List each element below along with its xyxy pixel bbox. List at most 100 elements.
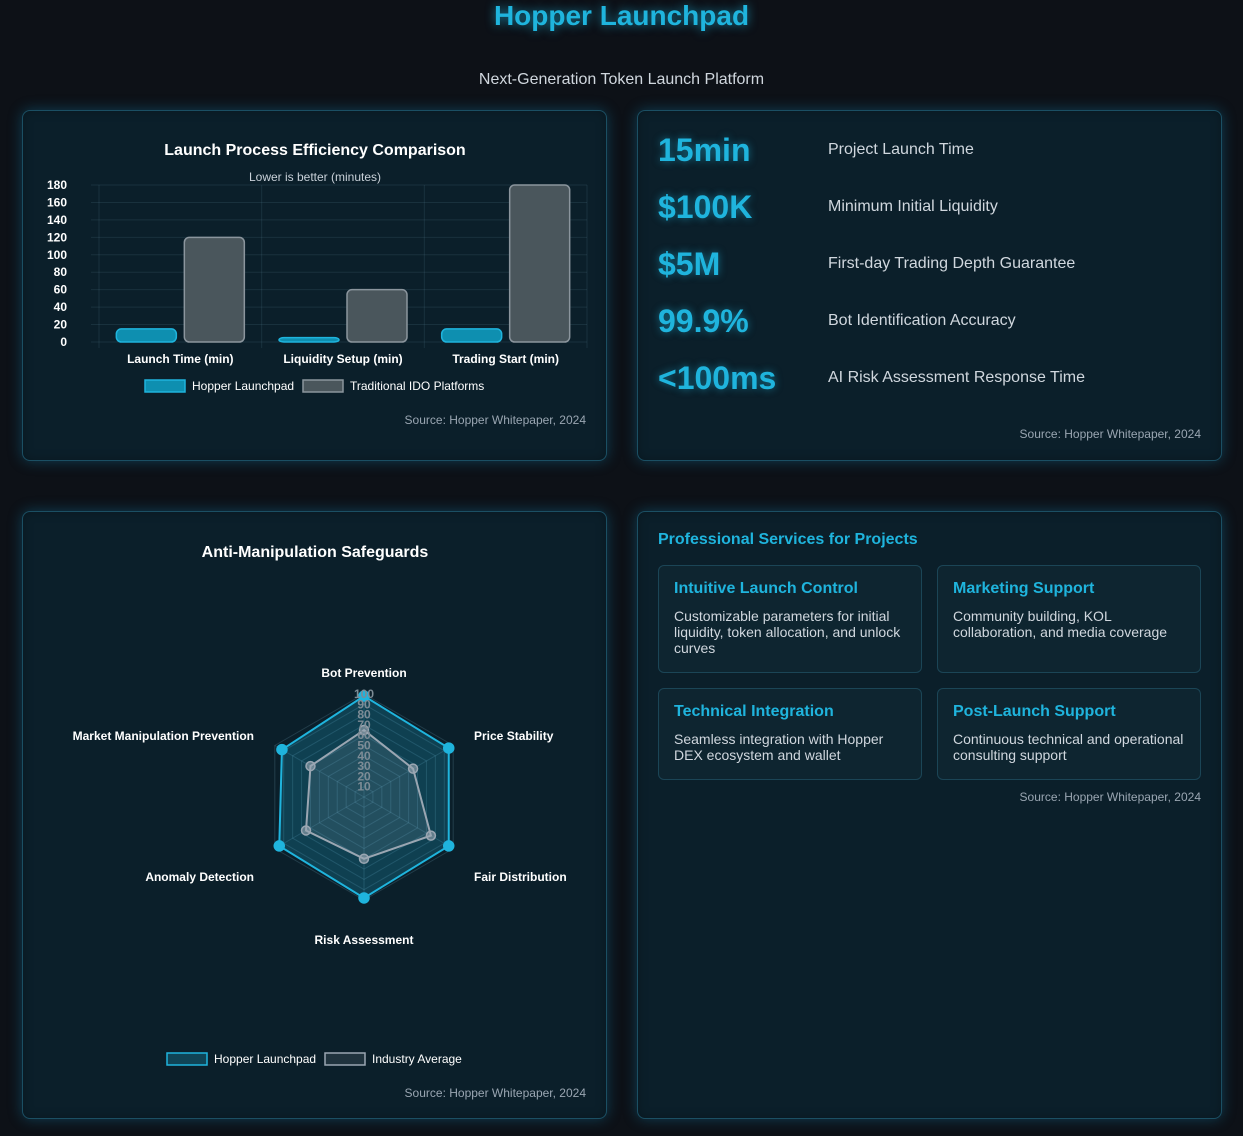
radar-axis-label: Bot Prevention	[321, 666, 406, 680]
bar-hopper	[440, 328, 503, 343]
radar-point	[305, 760, 316, 772]
bar-chart-title: Launch Process Efficiency Comparison	[164, 142, 465, 159]
radar-spoke	[274, 745, 365, 798]
radar-point	[358, 724, 370, 736]
radar-point	[442, 840, 455, 852]
radar-axis-label: Anomaly Detection	[145, 870, 254, 884]
radar-tick-label: 10	[357, 780, 371, 794]
y-tick-label: 160	[47, 195, 67, 209]
y-tick-label: 60	[54, 283, 68, 297]
service-title: Post-Launch Support	[953, 703, 1116, 720]
stat-label: Project Launch Time	[828, 141, 974, 158]
stat-value: 15min	[658, 132, 751, 168]
x-tick-label: Launch Time (min)	[127, 352, 233, 366]
radar-point	[442, 742, 455, 754]
y-tick-label: 120	[47, 230, 67, 244]
radar-point	[273, 840, 286, 852]
radar-tick-label: 40	[357, 749, 371, 763]
bar-hopper	[115, 328, 178, 343]
service-title: Technical Integration	[674, 703, 834, 720]
page-subtitle: Next-Generation Token Launch Platform	[478, 71, 765, 88]
service-description: Seamless integration with Hopper DEX eco…	[674, 731, 884, 763]
service-title: Marketing Support	[953, 580, 1095, 597]
stat-value: 99.9%	[658, 303, 749, 339]
radar-tick-label: 90	[357, 697, 371, 711]
radar-point	[358, 892, 370, 904]
stat-label: AI Risk Assessment Response Time	[828, 369, 1085, 386]
efficiency-bar-chart: Launch Process Efficiency Comparison Lowe…	[47, 142, 588, 393]
legend-swatch	[144, 379, 186, 393]
service-card-marketing: Marketing Support Community building, KO…	[937, 565, 1201, 673]
service-description: Customizable parameters for initial liqu…	[674, 608, 901, 656]
legend-label: Industry Average	[372, 1052, 462, 1066]
stat-label: Bot Identification Accuracy	[828, 312, 1016, 329]
stat-row: 15min Project Launch Time	[658, 130, 1203, 170]
key-stats-card: 15min Project Launch Time $100K Minimum …	[637, 110, 1222, 461]
radar-grid-ring	[345, 775, 383, 819]
stat-label: First-day Trading Depth Guarantee	[828, 255, 1076, 272]
service-description: Community building, KOL collaboration, a…	[953, 608, 1168, 640]
y-tick-label: 20	[54, 318, 68, 332]
radar-chart-title: Anti-Manipulation Safeguards	[202, 544, 429, 561]
services-heading: Professional Services for Projects	[658, 531, 918, 548]
page-title: Hopper Launchpad	[493, 0, 750, 31]
stat-row: $5M First-day Trading Depth Guarantee	[658, 244, 1203, 284]
y-tick-label: 180	[47, 178, 67, 192]
efficiency-chart-card: Launch Process Efficiency Comparison Lowe…	[22, 110, 607, 461]
radar-axis-label: Fair Distribution	[474, 870, 567, 884]
radar-grid-ring	[292, 714, 436, 880]
y-tick-label: 100	[47, 248, 67, 262]
bar-traditional	[346, 288, 408, 343]
legend-swatch	[324, 1052, 366, 1066]
y-tick-label: 140	[47, 213, 67, 227]
radar-grid-ring	[327, 755, 401, 839]
bar-hopper	[278, 336, 340, 343]
radar-grid-ring	[301, 724, 427, 870]
radar-axis-label: Risk Assessment	[315, 933, 414, 947]
stat-row: <100ms AI Risk Assessment Response Time	[658, 358, 1203, 398]
x-tick-label: Trading Start (min)	[452, 352, 559, 366]
bar-chart-source: Source: Hopper Whitepaper, 2024	[404, 413, 586, 427]
stat-row: $100K Minimum Initial Liquidity	[658, 187, 1203, 227]
legend-label: Traditional IDO Platforms	[350, 379, 484, 393]
stat-value: <100ms	[658, 360, 777, 396]
legend-swatch	[166, 1052, 208, 1066]
radar-tick-label: 20	[357, 769, 371, 783]
safeguards-chart-card: Anti-Manipulation Safeguards 10 20 30 40 50 60…	[22, 511, 607, 1119]
stat-label: Minimum Initial Liquidity	[828, 198, 998, 215]
radar-tick-label: 80	[357, 708, 371, 722]
radar-grid-ring	[354, 786, 374, 808]
legend-label: Hopper Launchpad	[192, 379, 294, 393]
service-description: Continuous technical and operational con…	[953, 731, 1184, 763]
radar-chart-source: Source: Hopper Whitepaper, 2024	[404, 1086, 586, 1100]
legend-swatch	[302, 379, 344, 393]
radar-tick-label: 60	[357, 728, 371, 742]
bar-traditional	[508, 184, 571, 343]
radar-tick-label: 30	[357, 759, 371, 773]
stat-value: $5M	[658, 246, 721, 282]
legend-label: Hopper Launchpad	[214, 1052, 316, 1066]
services-source: Source: Hopper Whitepaper, 2024	[1019, 790, 1201, 804]
bar-traditional	[183, 236, 246, 343]
service-card-post-launch: Post-Launch Support Continuous technical…	[937, 688, 1201, 780]
radar-spoke	[363, 796, 454, 849]
x-tick-label: Liquidity Setup (min)	[283, 352, 402, 366]
radar-axis-label: Price Stability	[474, 729, 554, 743]
radar-tick-label: 50	[357, 739, 371, 753]
radar-point	[425, 830, 437, 841]
radar-grid-ring	[336, 765, 392, 829]
radar-axis-label: Market Manipulation Prevention	[73, 729, 254, 743]
y-tick-label: 0	[60, 335, 67, 349]
radar-point	[358, 853, 370, 865]
radar-tick-label: 100	[354, 687, 374, 701]
services-card: Professional Services for Projects Intui…	[637, 511, 1222, 1119]
service-card-technical: Technical Integration Seamless integrati…	[658, 688, 922, 780]
service-title: Intuitive Launch Control	[674, 580, 858, 597]
stat-value: $100K	[658, 189, 753, 225]
safeguards-radar-chart: Anti-Manipulation Safeguards 102030405060…	[73, 544, 567, 1066]
y-tick-label: 80	[54, 265, 68, 279]
radar-point	[358, 690, 370, 702]
radar-tick-label: 70	[357, 718, 371, 732]
stats-source: Source: Hopper Whitepaper, 2024	[1019, 427, 1201, 441]
y-tick-label: 40	[54, 300, 68, 314]
